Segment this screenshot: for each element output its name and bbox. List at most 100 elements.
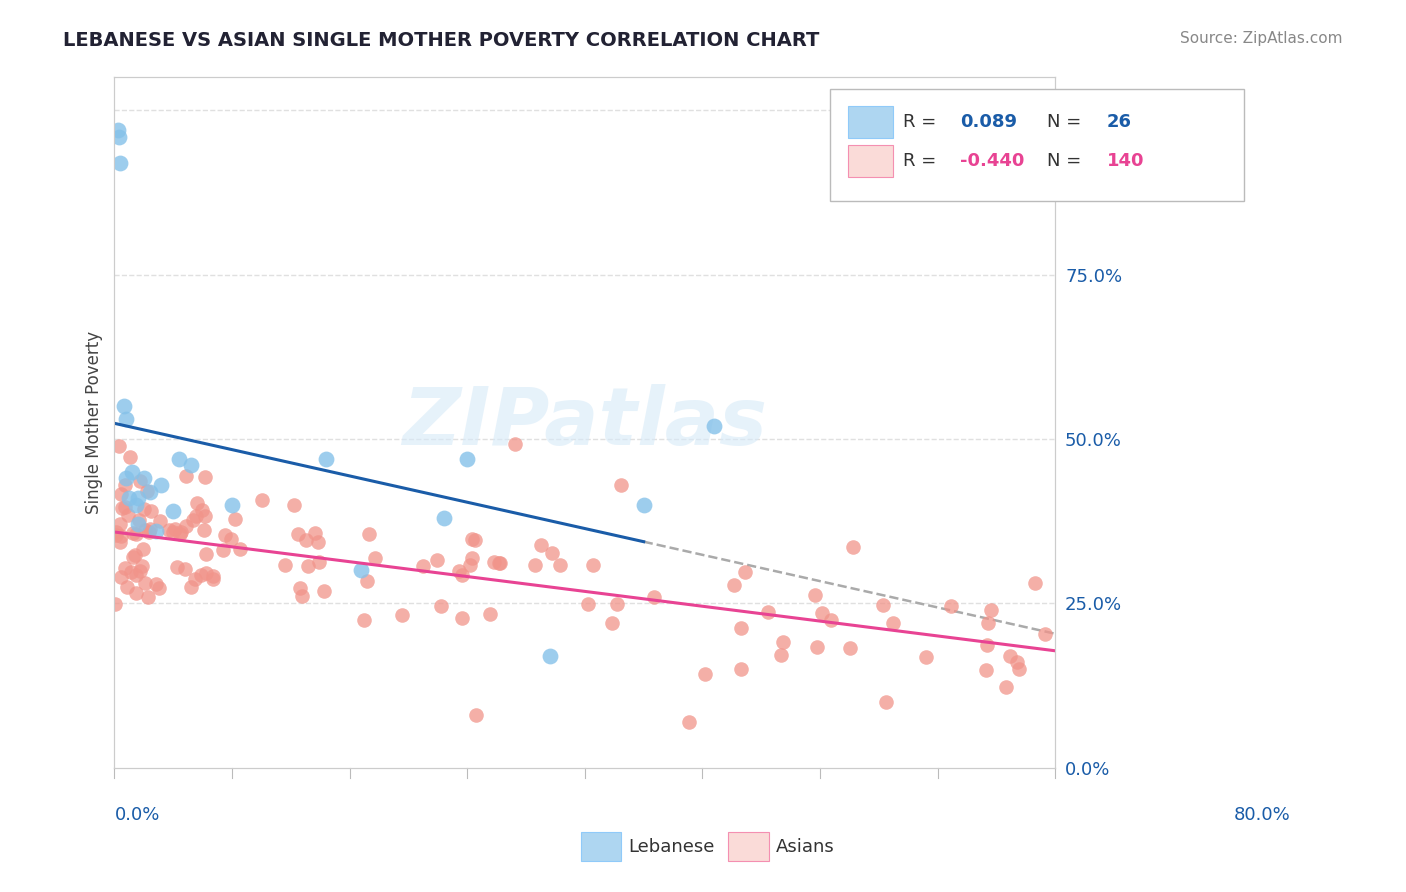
Point bbox=[194, 508, 217, 523]
Point bbox=[1008, 661, 1031, 675]
Point bbox=[157, 523, 180, 537]
Point bbox=[730, 621, 752, 635]
Point bbox=[124, 586, 146, 600]
Point bbox=[124, 548, 146, 562]
Point bbox=[458, 558, 481, 572]
Point bbox=[184, 508, 207, 523]
Point bbox=[576, 597, 599, 611]
Point bbox=[131, 559, 153, 574]
Point bbox=[162, 525, 184, 540]
Point bbox=[353, 613, 375, 627]
Point bbox=[134, 523, 156, 537]
Point bbox=[150, 478, 173, 492]
Point bbox=[643, 591, 665, 605]
Point bbox=[132, 501, 155, 516]
Point bbox=[464, 533, 486, 548]
Point bbox=[806, 640, 828, 654]
Point bbox=[538, 648, 561, 663]
Point bbox=[194, 470, 217, 484]
Point bbox=[297, 559, 319, 574]
Point bbox=[503, 437, 526, 451]
Point bbox=[127, 491, 149, 505]
Point bbox=[229, 542, 252, 557]
Point bbox=[803, 588, 825, 602]
Point bbox=[129, 475, 152, 489]
Point bbox=[610, 478, 633, 492]
Point bbox=[117, 508, 139, 522]
Text: N =: N = bbox=[1047, 113, 1081, 131]
Point bbox=[132, 471, 155, 485]
Point bbox=[129, 564, 152, 578]
Point bbox=[108, 517, 131, 532]
Point bbox=[121, 465, 143, 479]
Text: 140: 140 bbox=[1107, 152, 1144, 169]
Point bbox=[461, 550, 484, 565]
Point bbox=[478, 607, 501, 622]
Text: R =: R = bbox=[903, 152, 936, 169]
Point bbox=[201, 572, 224, 586]
Point bbox=[430, 599, 453, 614]
Point bbox=[121, 549, 143, 564]
Point bbox=[219, 532, 242, 546]
Point bbox=[678, 714, 700, 729]
Point bbox=[184, 573, 207, 587]
Point bbox=[115, 412, 138, 426]
Point bbox=[456, 451, 478, 466]
Point bbox=[170, 524, 193, 539]
Point bbox=[842, 540, 865, 554]
Point bbox=[541, 546, 564, 560]
Point bbox=[976, 615, 998, 630]
Point bbox=[412, 558, 434, 573]
Point bbox=[105, 528, 128, 542]
Point bbox=[105, 525, 128, 540]
Point bbox=[104, 597, 127, 611]
Text: 0.089: 0.089 bbox=[960, 113, 1018, 131]
Point bbox=[108, 439, 131, 453]
Point bbox=[180, 458, 202, 473]
Point bbox=[193, 524, 215, 538]
Point bbox=[488, 556, 510, 570]
Text: Source: ZipAtlas.com: Source: ZipAtlas.com bbox=[1180, 31, 1343, 46]
Point bbox=[307, 535, 329, 549]
Point bbox=[482, 555, 505, 569]
Point bbox=[356, 574, 378, 589]
Point bbox=[167, 451, 190, 466]
Point bbox=[274, 558, 297, 572]
Point bbox=[606, 597, 628, 611]
Point bbox=[980, 603, 1002, 617]
Point bbox=[149, 514, 172, 528]
Point bbox=[294, 533, 316, 548]
Point bbox=[723, 578, 745, 592]
Point bbox=[114, 561, 136, 575]
Point bbox=[135, 483, 157, 498]
Point bbox=[180, 580, 202, 594]
Point bbox=[461, 532, 484, 546]
Point bbox=[131, 542, 153, 557]
Point bbox=[875, 695, 897, 709]
Point bbox=[139, 522, 162, 536]
Text: N =: N = bbox=[1047, 152, 1081, 169]
Point bbox=[769, 648, 792, 662]
Point bbox=[734, 565, 756, 579]
Point bbox=[125, 568, 148, 582]
Point bbox=[995, 680, 1018, 694]
Point bbox=[882, 615, 904, 630]
Point bbox=[138, 484, 160, 499]
Text: 0.0%: 0.0% bbox=[114, 805, 160, 823]
Point bbox=[127, 517, 149, 532]
Point bbox=[173, 562, 195, 576]
Point bbox=[114, 478, 136, 492]
Point bbox=[523, 558, 546, 572]
Point bbox=[139, 503, 162, 517]
Point bbox=[730, 662, 752, 676]
Point bbox=[250, 492, 273, 507]
Point bbox=[772, 635, 794, 649]
Point bbox=[287, 527, 309, 541]
Point bbox=[488, 556, 510, 570]
Point bbox=[107, 123, 129, 137]
Point bbox=[190, 567, 212, 582]
Point bbox=[364, 551, 387, 566]
Point bbox=[115, 471, 138, 485]
Point bbox=[163, 522, 186, 536]
Point bbox=[145, 524, 167, 538]
